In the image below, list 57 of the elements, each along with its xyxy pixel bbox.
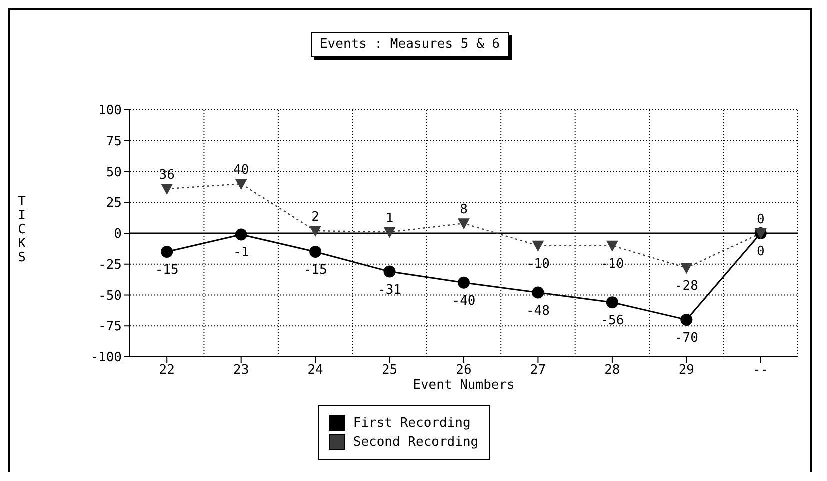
data-label: -56 [600,314,624,329]
data-label: -70 [674,330,698,346]
y-tick-label: -100 [90,350,122,366]
point [532,286,544,299]
y-tick-label: -25 [98,258,122,273]
data-label: -10 [526,256,550,272]
y-tick-label: 75 [106,134,122,150]
point [310,226,322,238]
x-tick-label: 25 [382,363,398,378]
legend-label: First Recording [353,416,471,430]
point [458,276,470,289]
point [458,218,470,230]
data-label: -40 [452,294,476,309]
x-tick-label: 24 [308,363,324,378]
point [310,246,322,258]
y-tick-label: 100 [98,104,122,119]
y-tick-label: -75 [98,320,122,335]
data-label: 36 [159,168,175,184]
point [235,228,248,241]
legend-label: Second Recording [353,434,479,450]
point [384,266,396,278]
data-label: -15 [155,263,179,278]
x-tick-label: 22 [159,363,175,378]
data-label: 2 [312,210,320,226]
data-label: 0 [756,244,765,260]
point [384,227,396,238]
point [161,184,174,196]
data-label: 1 [386,211,394,226]
data-label: -28 [674,279,698,294]
x-tick-label: 27 [530,363,546,378]
y-tick-label: 25 [106,196,122,212]
data-label: -1 [234,246,250,261]
data-label: 0 [756,212,765,228]
point [680,314,693,326]
x-tick-label: 26 [456,363,472,378]
y-axis-title: TICKS [18,194,26,266]
x-tick-label: 23 [234,363,250,378]
y-tick-label: -50 [98,288,122,304]
data-label: -31 [378,282,402,298]
x-tick-label: -- [753,363,769,378]
point [161,246,174,258]
point [606,240,618,252]
data-label: -48 [526,304,550,319]
point [235,179,248,190]
data-label: 40 [234,163,250,178]
data-label: -15 [304,263,328,278]
x-tick-label: 28 [604,363,620,378]
data-label: -10 [600,256,624,272]
point [532,240,544,252]
point [680,263,693,274]
chart-title: Events : Measures 5 & 6 [310,32,509,57]
y-tick-label: 0 [114,227,122,242]
x-tick-label: 29 [678,363,694,378]
x-axis-title: Event Numbers [413,378,515,393]
point [606,296,618,309]
data-label: 8 [460,202,468,218]
y-tick-label: 50 [106,165,122,180]
